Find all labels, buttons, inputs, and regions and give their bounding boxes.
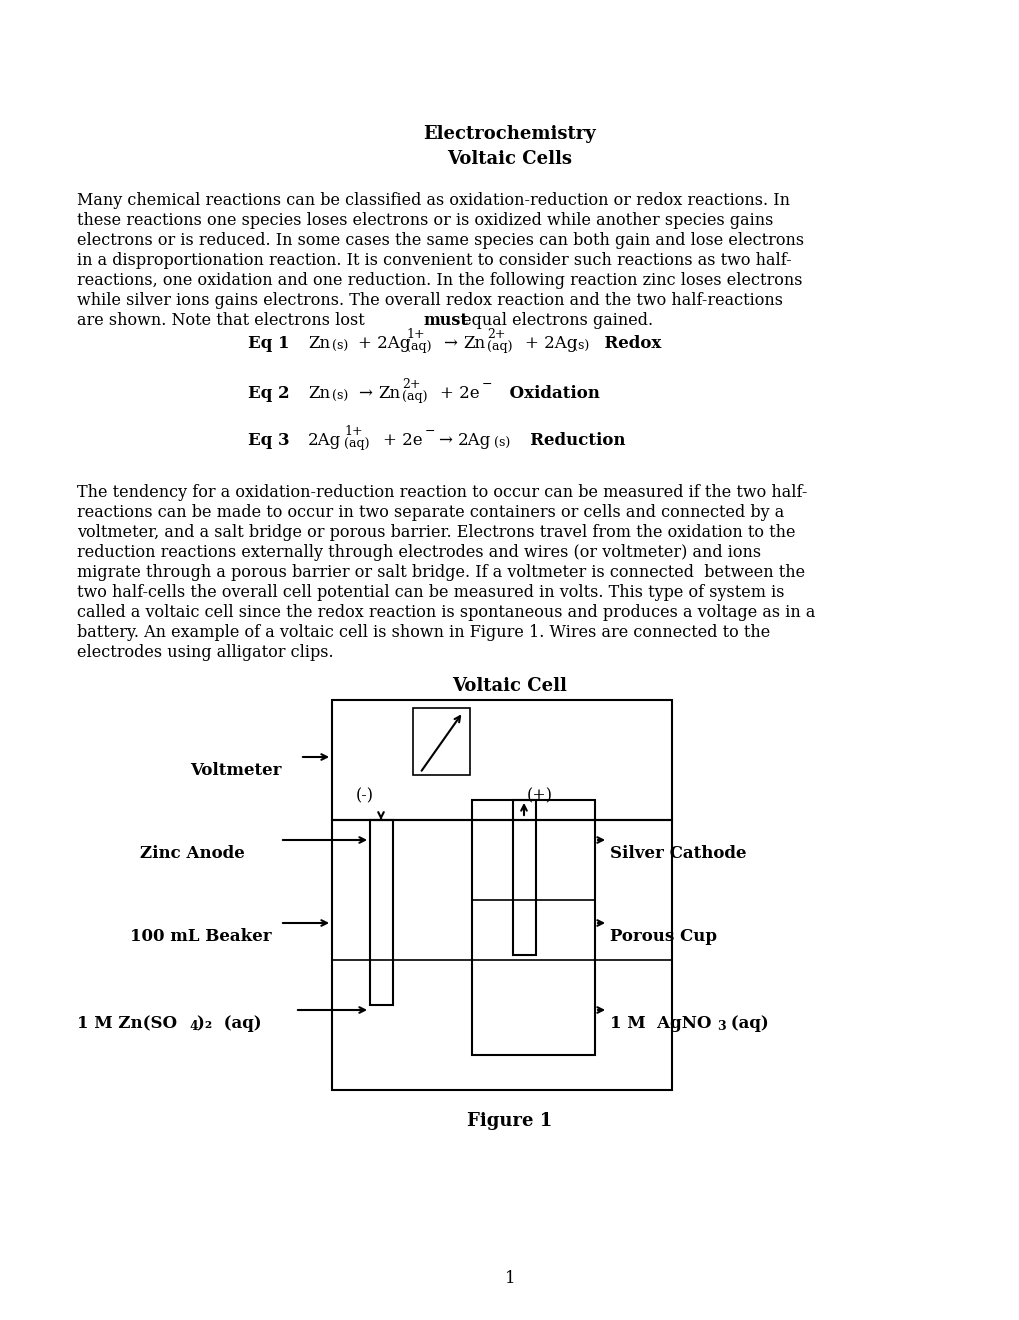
- Text: →: →: [442, 335, 457, 352]
- Text: Figure 1: Figure 1: [467, 1111, 552, 1130]
- Text: Eq 1: Eq 1: [248, 335, 289, 352]
- Text: (aq): (aq): [401, 389, 427, 403]
- Text: + 2Ag: + 2Ag: [525, 335, 577, 352]
- Text: (s): (s): [331, 341, 347, 352]
- Text: Reduction: Reduction: [513, 432, 625, 449]
- Text: 2+: 2+: [486, 327, 505, 341]
- Text: (aq): (aq): [486, 341, 512, 352]
- Text: )₂  (aq): )₂ (aq): [197, 1015, 261, 1032]
- Text: + 2e: + 2e: [382, 432, 422, 449]
- Text: Zn: Zn: [308, 385, 330, 403]
- Text: Zn: Zn: [308, 335, 330, 352]
- Text: (aq): (aq): [343, 437, 369, 450]
- Text: −: −: [482, 378, 492, 391]
- Text: →: →: [358, 385, 372, 403]
- Text: (-): (-): [356, 787, 374, 804]
- Text: Eq 2: Eq 2: [248, 385, 289, 403]
- Text: (aq): (aq): [725, 1015, 768, 1032]
- Text: (+): (+): [527, 787, 552, 804]
- Bar: [472, 800, 594, 1055]
- Text: 1 M Zn(SO: 1 M Zn(SO: [76, 1015, 177, 1032]
- Text: −: −: [425, 425, 435, 438]
- Text: must: must: [424, 312, 469, 329]
- Bar: [331, 820, 672, 1090]
- Text: Oxidation: Oxidation: [497, 385, 599, 403]
- Text: Voltaic Cells: Voltaic Cells: [447, 150, 572, 168]
- Text: Redox: Redox: [592, 335, 660, 352]
- Text: while silver ions gains electrons. The overall redox reaction and the two half-r: while silver ions gains electrons. The o…: [76, 292, 783, 309]
- Text: →: →: [437, 432, 451, 449]
- Text: (aq): (aq): [406, 341, 431, 352]
- Text: 1: 1: [504, 1270, 515, 1287]
- Text: called a voltaic cell since the redox reaction is spontaneous and produces a vol: called a voltaic cell since the redox re…: [76, 605, 814, 620]
- Bar: [370, 820, 392, 1005]
- Text: + 2e: + 2e: [439, 385, 479, 403]
- Text: battery. An example of a voltaic cell is shown in Figure 1. Wires are connected : battery. An example of a voltaic cell is…: [76, 624, 769, 642]
- Text: electrodes using alligator clips.: electrodes using alligator clips.: [76, 644, 333, 661]
- Text: in a disproportionation reaction. It is convenient to consider such reactions as: in a disproportionation reaction. It is …: [76, 252, 791, 269]
- Text: + 2Ag: + 2Ag: [358, 335, 410, 352]
- Text: 1+: 1+: [343, 425, 363, 438]
- Text: 1+: 1+: [406, 327, 424, 341]
- Text: 1 M  AgNO: 1 M AgNO: [609, 1015, 711, 1032]
- Text: these reactions one species loses electrons or is oxidized while another species: these reactions one species loses electr…: [76, 213, 772, 228]
- Text: Voltmeter: Voltmeter: [190, 762, 281, 779]
- Bar: [331, 700, 672, 820]
- Text: reduction reactions externally through electrodes and wires (or voltmeter) and i: reduction reactions externally through e…: [76, 544, 760, 561]
- Text: equal electrons gained.: equal electrons gained.: [457, 312, 652, 329]
- Text: 3: 3: [716, 1020, 725, 1034]
- Text: The tendency for a oxidation-reduction reaction to occur can be measured if the : The tendency for a oxidation-reduction r…: [76, 484, 807, 502]
- Bar: [513, 800, 535, 954]
- Text: electrons or is reduced. In some cases the same species can both gain and lose e: electrons or is reduced. In some cases t…: [76, 232, 803, 249]
- Text: Silver Cathode: Silver Cathode: [609, 845, 746, 862]
- Text: 2Ag: 2Ag: [458, 432, 491, 449]
- Text: are shown. Note that electrons lost: are shown. Note that electrons lost: [76, 312, 370, 329]
- Text: Zinc Anode: Zinc Anode: [140, 845, 245, 862]
- Text: Eq 3: Eq 3: [248, 432, 289, 449]
- Bar: [413, 708, 470, 775]
- Text: Zn: Zn: [378, 385, 399, 403]
- Text: (s): (s): [493, 437, 510, 450]
- Text: 4: 4: [189, 1020, 198, 1034]
- Text: voltmeter, and a salt bridge or porous barrier. Electrons travel from the oxidat: voltmeter, and a salt bridge or porous b…: [76, 524, 795, 541]
- Text: reactions can be made to occur in two separate containers or cells and connected: reactions can be made to occur in two se…: [76, 504, 784, 521]
- Text: Voltaic Cell: Voltaic Cell: [452, 677, 567, 696]
- Text: 2Ag: 2Ag: [308, 432, 341, 449]
- Text: (s): (s): [573, 341, 589, 352]
- Text: 2+: 2+: [401, 378, 420, 391]
- Text: (s): (s): [331, 389, 347, 403]
- Text: Porous Cup: Porous Cup: [609, 928, 716, 945]
- Text: 100 mL Beaker: 100 mL Beaker: [129, 928, 271, 945]
- Text: two half-cells the overall cell potential can be measured in volts. This type of: two half-cells the overall cell potentia…: [76, 583, 784, 601]
- Text: migrate through a porous barrier or salt bridge. If a voltmeter is connected  be: migrate through a porous barrier or salt…: [76, 564, 804, 581]
- Text: reactions, one oxidation and one reduction. In the following reaction zinc loses: reactions, one oxidation and one reducti…: [76, 272, 802, 289]
- Text: Zn: Zn: [463, 335, 485, 352]
- Text: Many chemical reactions can be classified as oxidation-reduction or redox reacti: Many chemical reactions can be classifie…: [76, 191, 790, 209]
- Text: Electrochemistry: Electrochemistry: [423, 125, 596, 143]
